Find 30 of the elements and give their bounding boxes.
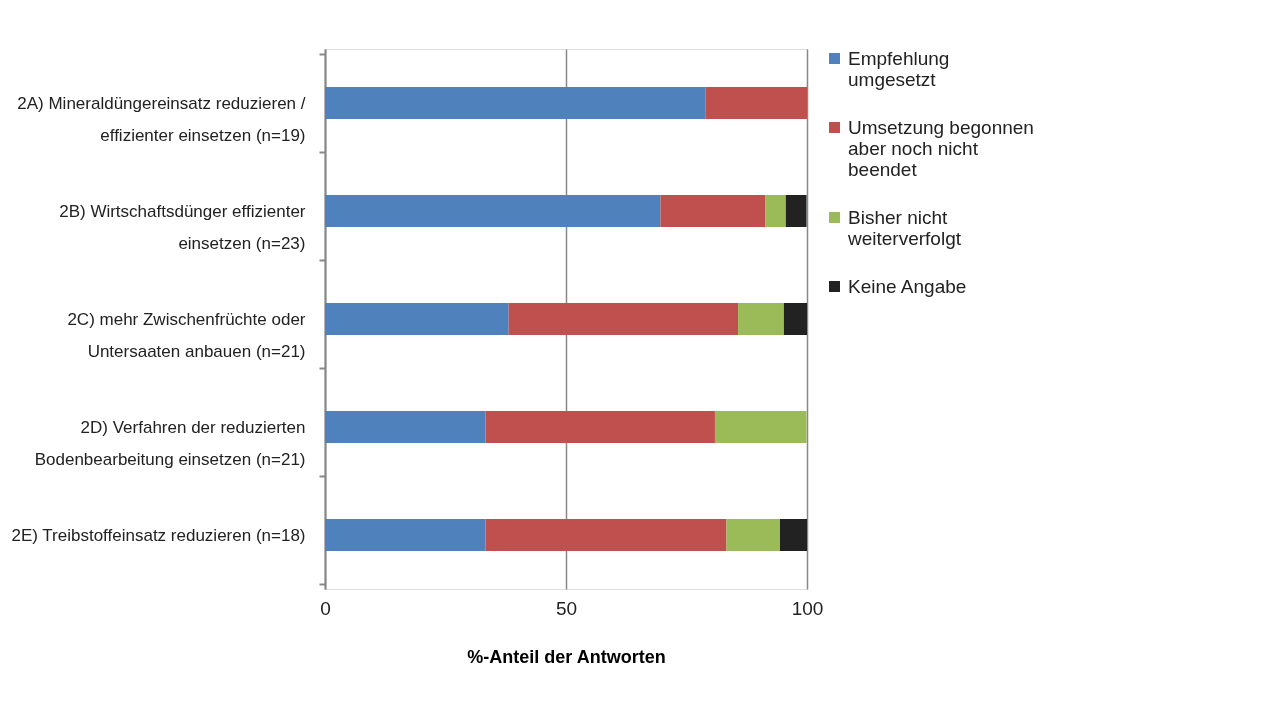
bar xyxy=(325,303,509,335)
legend-label: Keine Angabe xyxy=(848,275,967,297)
bar xyxy=(485,519,727,551)
bar xyxy=(780,519,807,551)
bar xyxy=(785,195,807,227)
x-tick-label: 100 xyxy=(791,597,824,619)
y-tick-label: 2C) mehr Zwischenfrüchte oder Untersaaten anbauen (n=21) xyxy=(67,309,306,361)
bar xyxy=(738,303,784,335)
legend-label: Bisher nicht weiterverfolgt xyxy=(847,206,962,249)
bar xyxy=(765,195,786,227)
legend-label: Empfehlung umgesetzt xyxy=(848,47,950,90)
legend-label: Umsetzung begonnen aber noch nicht beendet xyxy=(848,116,1034,180)
bar xyxy=(726,519,781,551)
x-axis-title: %-Anteil der Antworten xyxy=(467,646,666,667)
y-tick-label: 2A) Mineraldüngereinsatz reduzieren / effizienter einsetzen (n=19) xyxy=(17,93,306,145)
bar xyxy=(485,411,715,443)
bar xyxy=(325,411,486,443)
bar xyxy=(783,303,807,335)
y-tick-label: 2D) Verfahren der reduzierten Bodenbearbeitung einsetzen (n=21) xyxy=(34,417,306,469)
bar xyxy=(508,303,739,335)
bar xyxy=(325,195,661,227)
bar xyxy=(714,411,807,443)
x-tick-label: 50 xyxy=(555,597,578,619)
bar xyxy=(660,195,766,227)
x-tick-label: 0 xyxy=(320,597,331,619)
y-tick-label: 2B) Wirtschaftsdünger effizienter einsetzen (n=23) xyxy=(59,201,306,253)
bar xyxy=(325,519,486,551)
bar xyxy=(705,87,807,119)
bar xyxy=(325,87,706,119)
y-tick-label: 2E) Treibstoffeinsatz reduzieren (n=18) xyxy=(11,525,306,545)
